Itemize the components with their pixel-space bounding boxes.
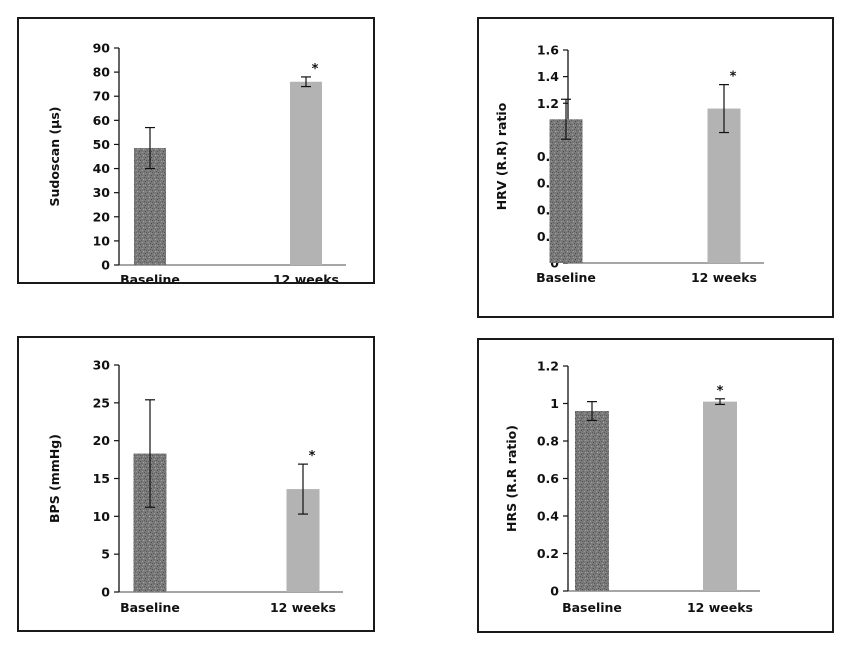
bps-category-label: Baseline	[120, 600, 180, 615]
sudoscan-y-tick-label: 50	[93, 137, 111, 152]
sudoscan-y-tick-label: 90	[93, 41, 111, 56]
hrv-bar-12-weeks	[707, 108, 741, 263]
hrv-significance-marker: *	[730, 70, 737, 85]
sudoscan-y-tick-label: 70	[93, 89, 111, 104]
hrv-category-label: Baseline	[536, 270, 596, 285]
bps-chart: 0 5 10 15 20 25 30 BPS (mmHg) Baseline 12 weeks *	[47, 358, 343, 615]
hrs-bar-12-weeks	[703, 401, 737, 591]
bps-significance-marker: *	[309, 449, 316, 464]
sudoscan-y-tick-label: 40	[93, 161, 111, 176]
sudoscan-significance-marker: *	[312, 62, 319, 77]
hrs-y-tick-label: 0.8	[537, 434, 559, 449]
bps-y-axis-title: BPS (mmHg)	[47, 434, 62, 523]
hrs-category-label: 12 weeks	[687, 600, 753, 615]
hrs-y-tick-label: 1	[550, 396, 559, 411]
sudoscan-y-axis-title: Sudoscan (µs)	[47, 106, 62, 206]
hrs-significance-marker: *	[717, 384, 724, 399]
sudoscan-category-label: Baseline	[120, 272, 180, 282]
hrv-y-tick-label: 1.2	[537, 96, 559, 111]
hrs-y-tick-label: 0	[550, 584, 559, 599]
hrv-category-label: 12 weeks	[691, 270, 757, 285]
hrs-chart: 0 0.2 0.4 0.6 0.8 1 1.2 HRS (R.R ratio) Baseline…	[504, 359, 760, 615]
hrs-y-axis-title: HRS (R.R ratio)	[504, 425, 519, 532]
hrv-y-tick-label: 1.4	[537, 69, 559, 84]
hrv-bar-baseline	[549, 119, 583, 263]
hrs-chart-panel: 0 0.2 0.4 0.6 0.8 1 1.2 HRS (R.R ratio) Baseline…	[477, 338, 834, 633]
sudoscan-y-tick-label: 60	[93, 113, 111, 128]
bps-y-tick-label: 5	[101, 547, 110, 562]
hrs-y-tick-label: 1.2	[537, 359, 559, 374]
bps-y-tick-label: 25	[93, 395, 110, 410]
hrs-y-tick-label: 0.6	[537, 471, 559, 486]
bps-y-tick-label: 15	[93, 471, 110, 486]
sudoscan-y-tick-label: 10	[93, 233, 111, 248]
bps-category-label: 12 weeks	[270, 600, 336, 615]
hrs-y-tick-label: 0.2	[537, 546, 559, 561]
hrv-y-tick-label: 1.6	[537, 43, 559, 58]
bps-y-tick-label: 0	[101, 585, 110, 600]
sudoscan-y-tick-label: 20	[93, 209, 111, 224]
sudoscan-bar-12-weeks	[290, 81, 322, 265]
hrs-bar-baseline	[575, 411, 609, 591]
sudoscan-y-tick-label: 80	[93, 65, 111, 80]
bps-chart-panel: 0 5 10 15 20 25 30 BPS (mmHg) Baseline 12 weeks *	[17, 336, 375, 632]
sudoscan-chart: 0 10 20 30 40 50 60 70 80 90 Sudoscan (µs) Baseline…	[47, 41, 346, 282]
bps-y-tick-label: 20	[93, 433, 111, 448]
sudoscan-category-label: 12 weeks	[273, 272, 339, 282]
sudoscan-y-tick-label: 30	[93, 185, 111, 200]
sudoscan-chart-panel: 0 10 20 30 40 50 60 70 80 90 Sudoscan (µs) Baseline…	[17, 17, 375, 284]
hrs-y-tick-label: 0.4	[537, 509, 559, 524]
bps-y-tick-label: 30	[93, 358, 111, 373]
hrs-category-label: Baseline	[562, 600, 622, 615]
sudoscan-y-tick-label: 0	[101, 258, 110, 273]
bps-y-tick-label: 10	[93, 509, 111, 524]
hrv-y-axis-title: HRV (R.R) ratio	[494, 102, 509, 210]
